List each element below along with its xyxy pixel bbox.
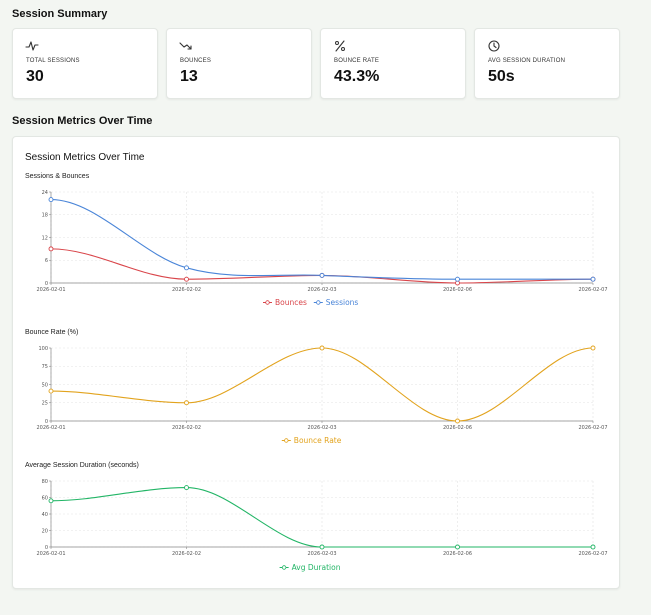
data-point [590,276,596,282]
activity-icon [25,41,39,51]
y-tick-label: 25 [42,401,48,407]
data-point [48,388,54,394]
metrics-panel: Session Metrics Over Time Sessions & Bou… [12,136,620,589]
stat-card-total-sessions: TOTAL SESSIONS 30 [12,28,158,99]
legend-item: Bounces [263,298,307,307]
metrics-section-title: Session Metrics Over Time [12,115,153,127]
legend-marker [265,300,270,305]
data-point [590,544,596,550]
stat-label: BOUNCES [180,58,212,64]
data-point [48,498,54,504]
stat-card-bounces: BOUNCES 13 [166,28,312,99]
data-point [184,265,189,271]
data-point [455,276,460,282]
y-tick-label: 18 [42,213,48,219]
x-tick-label: 2026-02-06 [443,551,472,557]
x-tick-label: 2026-02-02 [172,425,201,431]
legend-marker [316,300,321,305]
stat-value: 50s [488,68,515,85]
x-tick-label: 2026-02-01 [36,551,65,557]
data-point [184,485,189,491]
legend-item: Sessions [313,298,359,307]
y-tick-label: 6 [45,258,48,264]
panel-title: Session Metrics Over Time [25,152,145,163]
stat-card-avg-duration: AVG SESSION DURATION 50s [474,28,620,99]
data-point [455,418,460,424]
stat-value: 13 [180,68,198,85]
data-point [319,272,325,278]
stat-label: AVG SESSION DURATION [488,58,566,64]
data-point [184,276,189,282]
y-tick-label: 100 [38,346,48,352]
summary-title: Session Summary [12,8,108,20]
y-tick-label: 40 [42,512,48,518]
y-tick-label: 80 [42,479,48,485]
y-tick-label: 60 [42,495,48,501]
stat-label: TOTAL SESSIONS [26,58,80,64]
legend-marker [284,438,289,443]
stat-label: BOUNCE RATE [334,58,380,64]
percent-icon [335,40,345,52]
legend-label: Avg Duration [292,563,341,572]
x-tick-label: 2026-02-03 [307,287,336,293]
sessions-bounces-chart: 0 6 12 18 24 2026-02-01 2026-02-02 2026-02-03 20… [36,190,607,307]
legend-label: Bounces [275,298,307,307]
y-tick-label: 20 [42,528,48,534]
avg-duration-chart: 0 20 40 60 80 2026-02-01 2026-02-02 2026-02-03 2… [36,479,607,572]
stat-value: 30 [26,68,44,85]
x-tick-label: 2026-02-06 [443,287,472,293]
y-tick-label: 0 [45,281,48,287]
chart-title: Sessions & Bounces [25,173,90,180]
y-tick-label: 0 [45,419,48,425]
data-point [48,197,54,203]
y-tick-label: 50 [42,382,48,388]
stat-value: 43.3% [334,68,380,85]
y-tick-label: 0 [45,545,48,551]
legend-label: Bounce Rate [294,436,342,445]
x-tick-label: 2026-02-06 [443,425,472,431]
chart-title: Bounce Rate (%) [25,329,79,336]
x-tick-label: 2026-02-01 [36,425,65,431]
series-line [50,347,594,422]
trending-down-icon [179,42,192,50]
x-tick-label: 2026-02-01 [36,287,65,293]
data-point [590,345,596,351]
clock-icon [488,40,500,52]
legend-marker [281,565,287,570]
x-tick-label: 2026-02-07 [578,287,607,293]
series-line [50,199,593,280]
y-tick-label: 24 [42,190,48,196]
data-point [319,345,325,351]
stat-card-bounce-rate: BOUNCE RATE 43.3% [320,28,466,99]
y-tick-label: 12 [42,235,48,241]
bounce-rate-chart: 0 25 50 75 100 2026-02-01 2026-02-02 2026-02-03… [36,345,608,445]
data-point [48,246,54,252]
legend-item: Bounce Rate [281,436,342,445]
y-tick-label: 75 [42,364,48,370]
legend-item: Avg Duration [279,563,341,572]
x-tick-label: 2026-02-03 [307,425,336,431]
data-point [455,544,460,550]
data-point [184,400,189,406]
legend-label: Sessions [326,298,359,307]
x-tick-label: 2026-02-07 [578,425,607,431]
x-tick-label: 2026-02-03 [307,551,336,557]
data-point [319,544,325,550]
x-tick-label: 2026-02-02 [172,551,201,557]
x-tick-label: 2026-02-02 [172,287,201,293]
chart-title: Average Session Duration (seconds) [25,462,139,469]
x-tick-label: 2026-02-07 [578,551,607,557]
